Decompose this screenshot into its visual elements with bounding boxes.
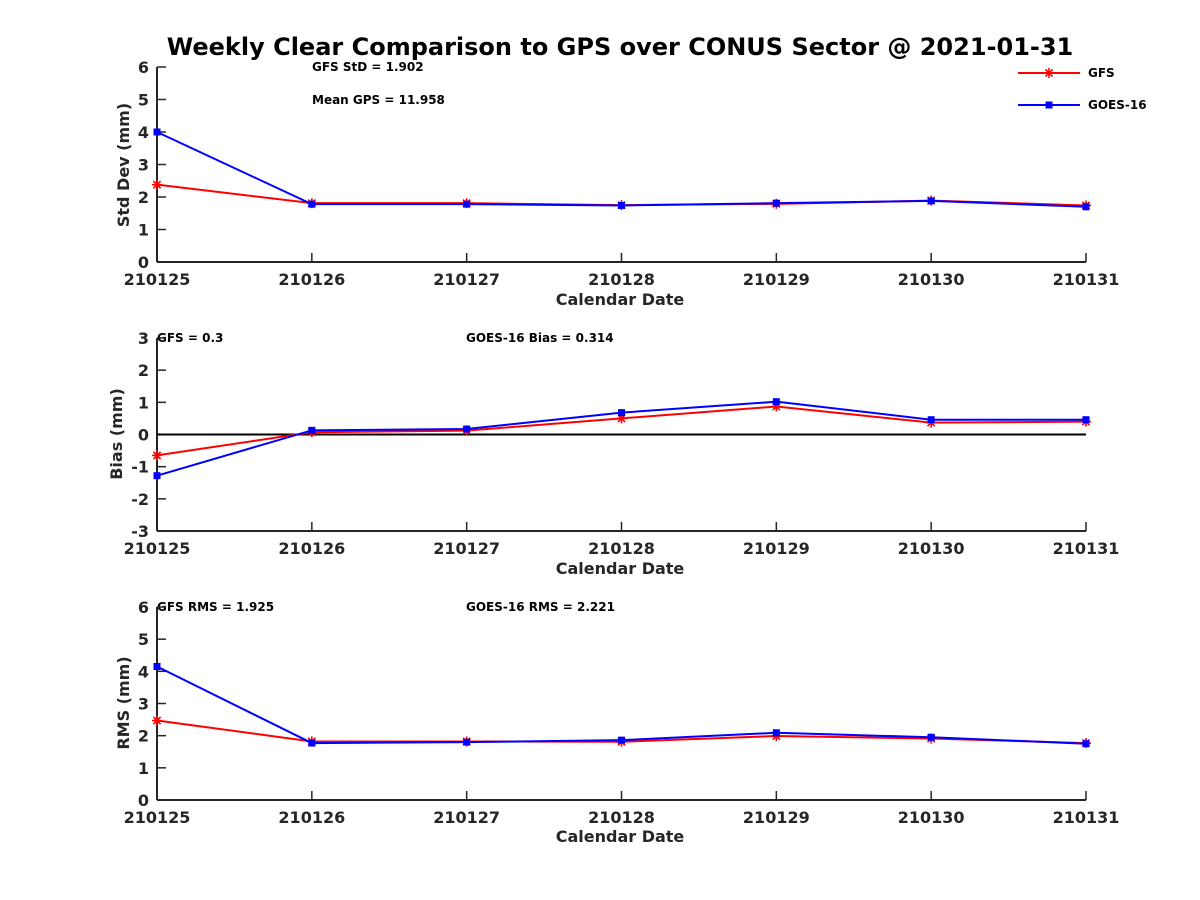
bias-point-goes16 bbox=[153, 472, 161, 480]
stddev-ytick-label: 2 bbox=[138, 188, 149, 207]
legend-label-gfs: GFS bbox=[1088, 66, 1115, 80]
bias-panel: GFS = 0.3 GOES-16 Bias = 0.314 Bias (mm)… bbox=[107, 329, 1119, 578]
rms-xtick-label: 210131 bbox=[1053, 808, 1120, 827]
bias-ytick-label: -2 bbox=[131, 490, 149, 509]
stddev-point-goes16 bbox=[927, 197, 935, 205]
rms-ytick-label: 0 bbox=[138, 791, 149, 810]
stddev-xtick-label: 210125 bbox=[124, 270, 191, 289]
rms-point-goes16 bbox=[308, 739, 316, 747]
stddev-series-line-goes16 bbox=[156, 131, 1087, 208]
bias-ytick-label: -3 bbox=[131, 522, 149, 541]
rms-point-goes16 bbox=[463, 738, 471, 746]
rms-annotation-goes16: GOES-16 RMS = 2.221 bbox=[466, 600, 615, 614]
rms-point-goes16 bbox=[153, 663, 161, 671]
stddev-ytick-label: 1 bbox=[138, 221, 149, 240]
rms-panel: GFS RMS = 1.925 GOES-16 RMS = 2.221 RMS … bbox=[114, 598, 1119, 846]
stddev-xtick-label: 210127 bbox=[433, 270, 500, 289]
stddev-xlabel: Calendar Date bbox=[556, 290, 685, 309]
bias-xtick-label: 210125 bbox=[124, 539, 191, 558]
stddev-ytick-label: 3 bbox=[138, 156, 149, 175]
legend-star-marker bbox=[1044, 68, 1054, 78]
rms-ytick-label: 4 bbox=[138, 662, 149, 681]
stddev-xtick-label: 210129 bbox=[743, 270, 810, 289]
legend-marker-gfs bbox=[1044, 68, 1054, 78]
bias-xtick-label: 210127 bbox=[433, 539, 500, 558]
stddev-xtick-label: 210126 bbox=[278, 270, 345, 289]
bias-xlabel: Calendar Date bbox=[556, 559, 685, 578]
rms-xtick-label: 210129 bbox=[743, 808, 810, 827]
stddev-annotation-mean-gps: Mean GPS = 11.958 bbox=[312, 93, 445, 107]
rms-xtick-label: 210127 bbox=[433, 808, 500, 827]
stddev-point-goes16 bbox=[308, 200, 316, 208]
stddev-ytick-label: 5 bbox=[138, 91, 149, 110]
rms-ytick-label: 1 bbox=[138, 759, 149, 778]
stddev-point-goes16 bbox=[1082, 203, 1090, 211]
stddev-point-goes16 bbox=[772, 199, 780, 207]
stddev-point-goes16 bbox=[463, 200, 471, 208]
stddev-ylabel: Std Dev (mm) bbox=[114, 103, 133, 227]
stddev-xtick-label: 210131 bbox=[1053, 270, 1120, 289]
rms-ylabel: RMS (mm) bbox=[114, 656, 133, 749]
rms-ytick-label: 3 bbox=[138, 695, 149, 714]
bias-point-goes16 bbox=[927, 416, 935, 424]
bias-xtick-label: 210128 bbox=[588, 539, 655, 558]
stddev-xtick-label: 210130 bbox=[898, 270, 965, 289]
rms-ytick-label: 2 bbox=[138, 727, 149, 746]
bias-xtick-label: 210130 bbox=[898, 539, 965, 558]
rms-point-goes16 bbox=[1082, 740, 1090, 748]
stddev-ytick-label: 4 bbox=[138, 123, 149, 142]
bias-ylabel: Bias (mm) bbox=[107, 388, 126, 480]
bias-ytick-label: 3 bbox=[138, 329, 149, 348]
bias-point-goes16 bbox=[618, 409, 625, 417]
bias-xtick-label: 210129 bbox=[743, 539, 810, 558]
stddev-ytick-label: 6 bbox=[138, 58, 149, 77]
rms-xtick-label: 210126 bbox=[278, 808, 345, 827]
bias-annotation-gfs: GFS = 0.3 bbox=[157, 331, 223, 345]
rms-point-goes16 bbox=[618, 736, 625, 744]
rms-series-line-goes16 bbox=[156, 665, 1087, 745]
bias-ytick-label: -1 bbox=[131, 458, 149, 477]
rms-xtick-label: 210128 bbox=[588, 808, 655, 827]
rms-point-gfs bbox=[152, 715, 162, 726]
chart-title: Weekly Clear Comparison to GPS over CONU… bbox=[167, 33, 1074, 61]
bias-xtick-label: 210126 bbox=[278, 539, 345, 558]
bias-xtick-label: 210131 bbox=[1053, 539, 1120, 558]
bias-point-goes16 bbox=[772, 398, 780, 406]
bias-point-goes16 bbox=[463, 425, 471, 433]
stddev-xtick-label: 210128 bbox=[588, 270, 655, 289]
rms-annotation-gfs: GFS RMS = 1.925 bbox=[157, 600, 274, 614]
bias-point-gfs bbox=[152, 450, 162, 461]
rms-ytick-label: 6 bbox=[138, 598, 149, 617]
bias-ytick-label: 2 bbox=[138, 361, 149, 380]
rms-ytick-label: 5 bbox=[138, 630, 149, 649]
stddev-point-gfs bbox=[152, 179, 162, 190]
rms-xtick-label: 210130 bbox=[898, 808, 965, 827]
bias-ytick-label: 0 bbox=[138, 426, 149, 445]
legend-square-marker bbox=[1045, 101, 1053, 109]
legend: GFS GOES-16 bbox=[1018, 66, 1147, 112]
bias-ytick-label: 1 bbox=[138, 393, 149, 412]
bias-point-goes16 bbox=[308, 426, 316, 434]
stddev-point-goes16 bbox=[153, 128, 161, 136]
stddev-point-goes16 bbox=[618, 201, 625, 209]
stddev-panel: GFS StD = 1.902 Mean GPS = 11.958 Std De… bbox=[114, 58, 1119, 309]
legend-marker-goes16 bbox=[1045, 101, 1053, 109]
bias-annotation-goes16: GOES-16 Bias = 0.314 bbox=[466, 331, 614, 345]
bias-point-goes16 bbox=[1082, 416, 1090, 424]
rms-point-goes16 bbox=[772, 729, 780, 737]
stddev-annotation-gfs: GFS StD = 1.902 bbox=[312, 60, 424, 74]
rms-point-goes16 bbox=[927, 733, 935, 741]
stddev-ytick-label: 0 bbox=[138, 253, 149, 272]
rms-xlabel: Calendar Date bbox=[556, 827, 685, 846]
rms-xtick-label: 210125 bbox=[124, 808, 191, 827]
legend-label-goes16: GOES-16 bbox=[1088, 98, 1147, 112]
